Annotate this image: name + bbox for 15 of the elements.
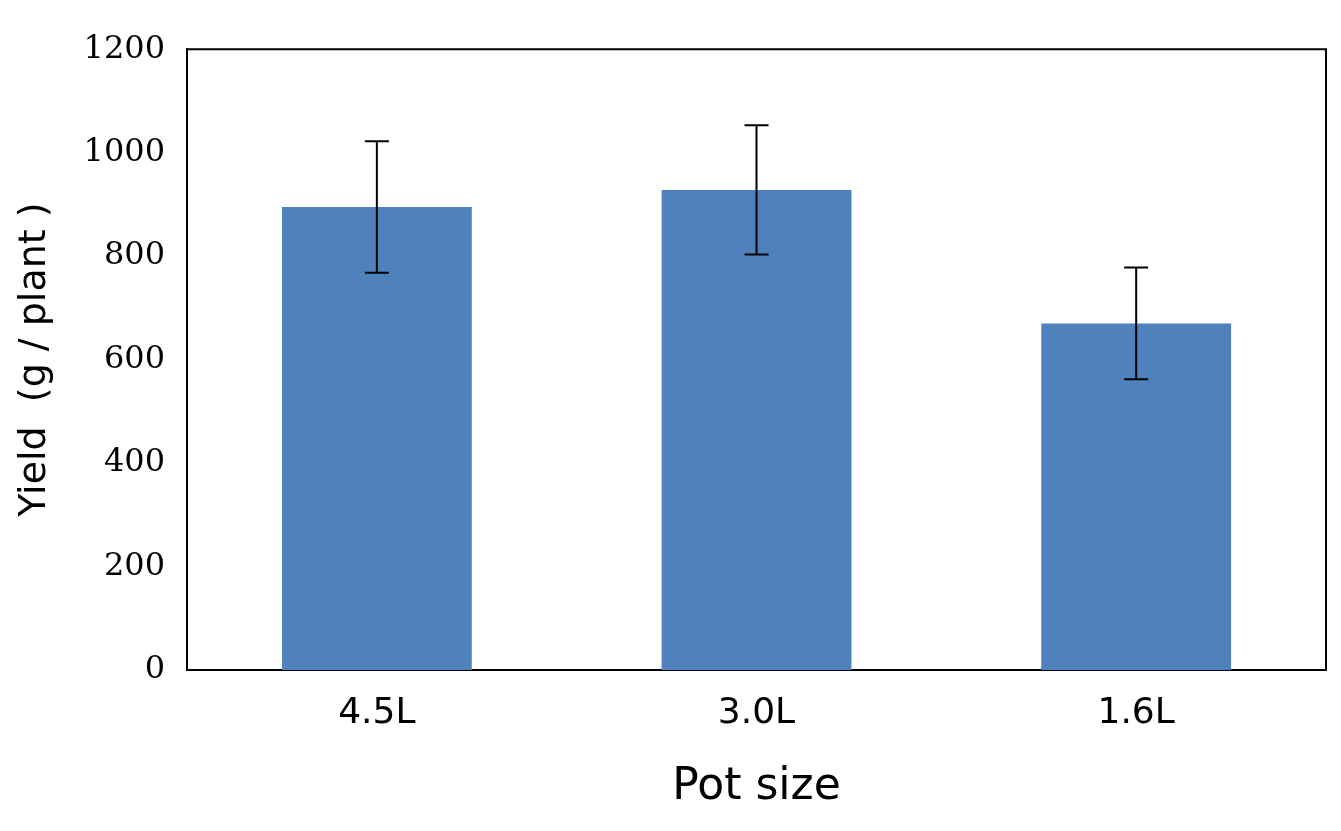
x-tick-label: 4.5L — [338, 689, 416, 731]
bar — [281, 206, 472, 670]
y-tick-label: 600 — [103, 337, 166, 376]
y-tick-label: 200 — [103, 544, 166, 583]
x-tick-label: 3.0L — [717, 689, 796, 731]
x-tick-label: 1.6L — [1097, 689, 1175, 731]
x-axis-title: Pot size — [672, 758, 841, 810]
y-tick-label: 1200 — [83, 27, 166, 66]
bar — [661, 189, 852, 670]
y-tick-label: 400 — [103, 441, 166, 480]
y-tick-label: 800 — [103, 234, 166, 273]
y-axis-title: Yield (g / plant ) — [9, 202, 54, 518]
y-tick-label: 1000 — [83, 130, 166, 169]
y-tick-label: 0 — [144, 648, 166, 687]
bar — [1041, 323, 1232, 670]
